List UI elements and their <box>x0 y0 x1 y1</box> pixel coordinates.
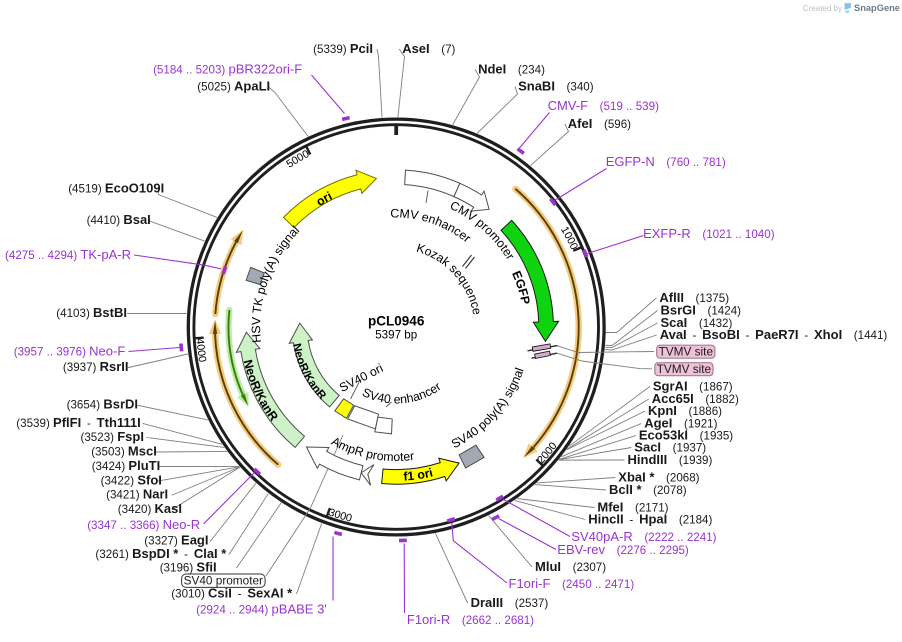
svg-text:CMV-F (519 .. 539): CMV-F (519 .. 539) <box>548 98 659 113</box>
svg-text:TVMV site: TVMV site <box>659 344 714 358</box>
svg-text:MluI (2307): MluI (2307) <box>535 559 606 574</box>
svg-text:BclI * (2078): BclI * (2078) <box>609 482 687 497</box>
svg-text:EBV-rev (2276 .. 2295): EBV-rev (2276 .. 2295) <box>557 542 689 557</box>
svg-text:(4519) EcoO109I: (4519) EcoO109I <box>68 181 164 196</box>
svg-text:(3937) RsrII: (3937) RsrII <box>63 359 129 374</box>
svg-text:(3420) KasI: (3420) KasI <box>118 501 182 516</box>
svg-text:TVMV site: TVMV site <box>657 362 712 376</box>
svg-text:(5184 .. 5203) pBR322ori-F: (5184 .. 5203) pBR322ori-F <box>153 62 302 77</box>
svg-text:SV40 promoter: SV40 promoter <box>184 574 263 588</box>
svg-text:F1ori-R (2662 .. 2681): F1ori-R (2662 .. 2681) <box>407 612 534 627</box>
svg-text:(4103) BstBI: (4103) BstBI <box>56 305 127 320</box>
svg-text:(3503) MscI: (3503) MscI <box>91 444 157 459</box>
svg-text:Created by: Created by <box>803 4 842 13</box>
svg-text:EXFP-R (1021 .. 1040): EXFP-R (1021 .. 1040) <box>643 226 775 241</box>
svg-text:(4275 .. 4294) TK-pA-R: (4275 .. 4294) TK-pA-R <box>5 247 131 262</box>
svg-text:SnapGene: SnapGene <box>854 3 900 13</box>
svg-text:DraIII (2537): DraIII (2537) <box>471 595 549 610</box>
svg-text:(3327) EagI: (3327) EagI <box>144 533 208 548</box>
svg-text:5397 bp: 5397 bp <box>375 328 417 341</box>
svg-text:(3196) SfiI: (3196) SfiI <box>160 560 217 575</box>
svg-text:(3261) BspDI * - ClaI *: (3261) BspDI * - ClaI * <box>95 546 227 561</box>
svg-text:(3523) FspI: (3523) FspI <box>81 429 144 444</box>
svg-text:(3424) PluTI: (3424) PluTI <box>92 458 161 473</box>
svg-text:NdeI (234): NdeI (234) <box>478 62 545 77</box>
svg-text:AvaI - BsoBI - PaeR7I - XhoI: AvaI - BsoBI - PaeR7I - XhoI (1441) <box>660 327 888 342</box>
svg-text:(3422) SfoI: (3422) SfoI <box>101 473 162 488</box>
svg-text:AseI (7): AseI (7) <box>402 41 455 56</box>
svg-text:(3539) PflFI - Tth111I: (3539) PflFI - Tth111I <box>16 415 140 430</box>
svg-text:HincII - HpaI (2184): HincII - HpaI (2184) <box>588 512 712 527</box>
svg-text:(2924 .. 2944) pBABE 3': (2924 .. 2944) pBABE 3' <box>196 602 327 617</box>
svg-text:(5025) ApaLI: (5025) ApaLI <box>197 79 270 94</box>
svg-text:(3957 .. 3976) Neo-F: (3957 .. 3976) Neo-F <box>14 344 126 359</box>
svg-text:(5339) PciI: (5339) PciI <box>313 41 373 56</box>
svg-text:EGFP-N (760 .. 781): EGFP-N (760 .. 781) <box>606 154 726 169</box>
svg-text:AfeI (596): AfeI (596) <box>568 116 631 131</box>
svg-text:HindIII (1939): HindIII (1939) <box>628 452 713 467</box>
svg-text:(3421) NarI: (3421) NarI <box>106 487 168 502</box>
svg-text:F1ori-F (2450 .. 2471): F1ori-F (2450 .. 2471) <box>509 576 635 591</box>
svg-text:(3654) BsrDI: (3654) BsrDI <box>67 397 138 412</box>
svg-text:(3347 .. 3366) Neo-R: (3347 .. 3366) Neo-R <box>87 517 200 532</box>
svg-text:SnaBI (340): SnaBI (340) <box>518 79 594 94</box>
svg-text:(4410) BsaI: (4410) BsaI <box>87 212 151 227</box>
svg-text:pCL0946: pCL0946 <box>368 314 425 329</box>
